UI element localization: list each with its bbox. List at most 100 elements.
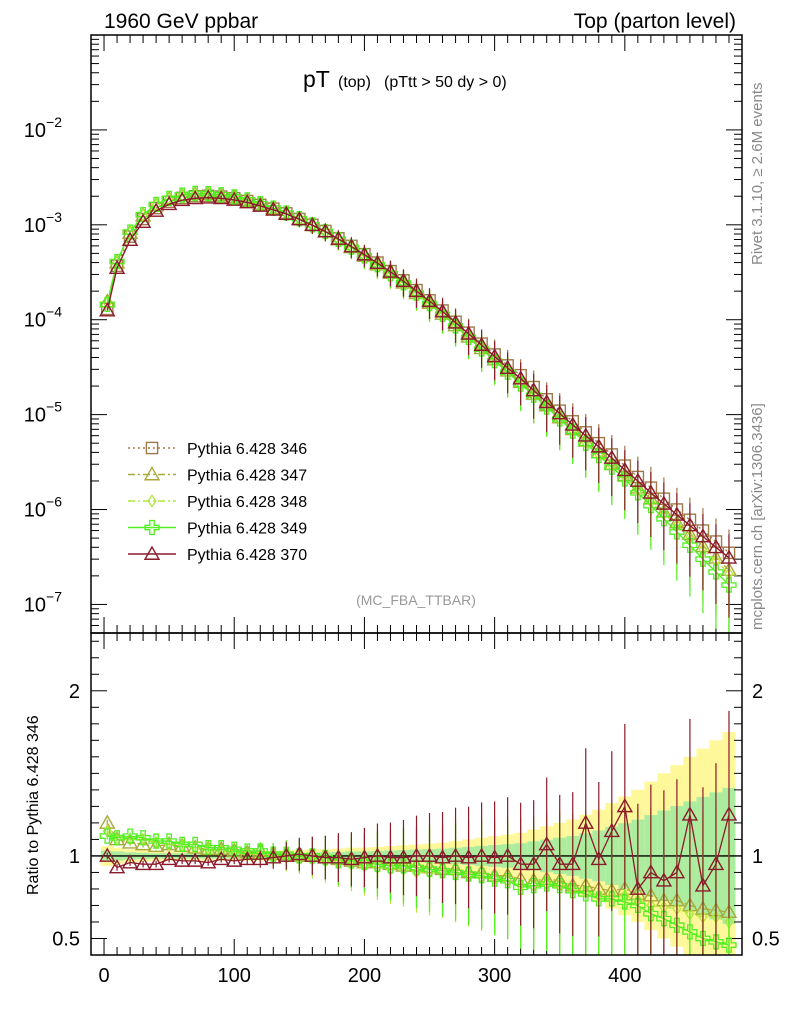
ratio-point — [186, 852, 204, 867]
ratio-point — [629, 880, 647, 895]
data-point — [199, 189, 217, 204]
mcplots-label: mcplots.cern.ch [arXiv:1306.3436] — [749, 403, 766, 630]
data-point — [655, 495, 673, 510]
data-point — [525, 381, 542, 397]
legend-marker — [147, 494, 157, 508]
ratio-point — [551, 855, 568, 871]
data-point — [590, 438, 607, 453]
data-point — [203, 187, 213, 201]
y-tick-label: 10−4 — [24, 304, 62, 332]
data-point — [513, 376, 529, 392]
legend-marker — [143, 545, 161, 560]
y-tick-label: 1 — [69, 846, 80, 868]
ratio-point — [486, 871, 503, 887]
data-point — [148, 196, 164, 213]
ratio-point — [265, 846, 281, 862]
y-tick-label: 10−5 — [24, 399, 62, 427]
y-tick-label: 10−3 — [24, 209, 62, 237]
data-point — [682, 537, 698, 553]
data-point — [187, 185, 203, 202]
ratio-point — [160, 850, 178, 866]
ratio-point — [695, 930, 711, 947]
ratio-point — [239, 843, 255, 859]
ratio-point — [616, 797, 634, 813]
data-point — [212, 189, 230, 205]
data-point — [317, 223, 334, 238]
ratio-point — [226, 852, 243, 867]
data-point — [721, 577, 737, 593]
series-3 — [102, 187, 734, 633]
data-point — [99, 293, 116, 308]
ratio-point — [721, 937, 737, 953]
data-point — [395, 272, 412, 288]
data-point — [707, 538, 725, 554]
data-point — [239, 194, 256, 209]
ratio-point — [668, 864, 686, 879]
data-point — [160, 195, 178, 211]
ratio-point — [499, 847, 516, 862]
ratio-point — [134, 855, 152, 871]
data-point — [200, 185, 216, 202]
data-point — [356, 248, 373, 264]
ratio-point — [630, 897, 646, 914]
data-point — [252, 197, 269, 212]
ratio-point — [369, 847, 386, 862]
ratio-point — [108, 859, 126, 874]
ratio-point — [578, 886, 594, 902]
data-point — [512, 370, 529, 385]
ratio-point — [447, 864, 464, 881]
data-point — [109, 253, 125, 270]
y-tick-label: 10−6 — [24, 494, 62, 522]
ratio-y-axis-label: Ratio to Pythia 6.428 346 — [25, 715, 42, 895]
ratio-point — [460, 849, 477, 864]
ratio-point — [513, 879, 529, 895]
ratio-point — [642, 864, 660, 879]
ratio-point — [330, 849, 347, 864]
ratio-point — [564, 855, 581, 871]
legend-label: Pythia 6.428 348 — [187, 494, 307, 511]
data-point — [434, 306, 451, 322]
x-tick-label: 200 — [348, 965, 381, 987]
ratio-point — [343, 850, 360, 866]
ratio-point — [525, 855, 542, 871]
ratio-point — [538, 835, 555, 851]
ratio-point — [434, 863, 451, 879]
data-point — [304, 216, 321, 232]
ratio-point — [643, 906, 659, 922]
legend-label: Pythia 6.428 346 — [187, 441, 307, 458]
ratio-frame — [90, 632, 743, 956]
data-point — [213, 187, 229, 203]
data-point — [616, 461, 634, 477]
legend-marker — [145, 441, 159, 455]
data-point — [369, 257, 386, 273]
ratio-point — [212, 850, 230, 866]
legend-entry: Pythia 6.428 348 — [128, 494, 307, 511]
ratio-point — [199, 854, 217, 869]
ratio-point — [252, 850, 269, 866]
y-tick-label: 10−7 — [24, 588, 62, 616]
data-point — [681, 517, 699, 532]
ratio-point — [125, 832, 135, 847]
ratio-point — [707, 855, 725, 871]
ratio-point — [681, 806, 699, 821]
series-line — [106, 193, 730, 575]
ratio-point — [603, 822, 621, 838]
legend-entry: Pythia 6.428 370 — [128, 545, 307, 564]
ratio-point — [291, 848, 307, 864]
x-tick-label: 300 — [478, 965, 511, 987]
series-line — [106, 193, 730, 571]
y-tick-label: 2 — [752, 681, 763, 703]
data-point — [421, 292, 438, 308]
legend-label: Pythia 6.428 370 — [187, 547, 307, 564]
ratio-axes: 0.5 0.5 1 1 2 2 0 100 200 300 400 — [52, 633, 780, 987]
ratio-point — [694, 877, 712, 892]
data-point — [617, 471, 633, 487]
legend-label: Pythia 6.428 347 — [187, 468, 307, 485]
ratio-point — [252, 843, 268, 859]
data-point — [577, 427, 594, 442]
rivet-label: Rivet 3.1.10, ≥ 2.6M events — [749, 83, 766, 266]
data-point — [591, 447, 607, 464]
ratio-point — [147, 837, 165, 852]
ratio-point — [526, 877, 542, 894]
header-right: Top (parton level) — [574, 10, 736, 33]
